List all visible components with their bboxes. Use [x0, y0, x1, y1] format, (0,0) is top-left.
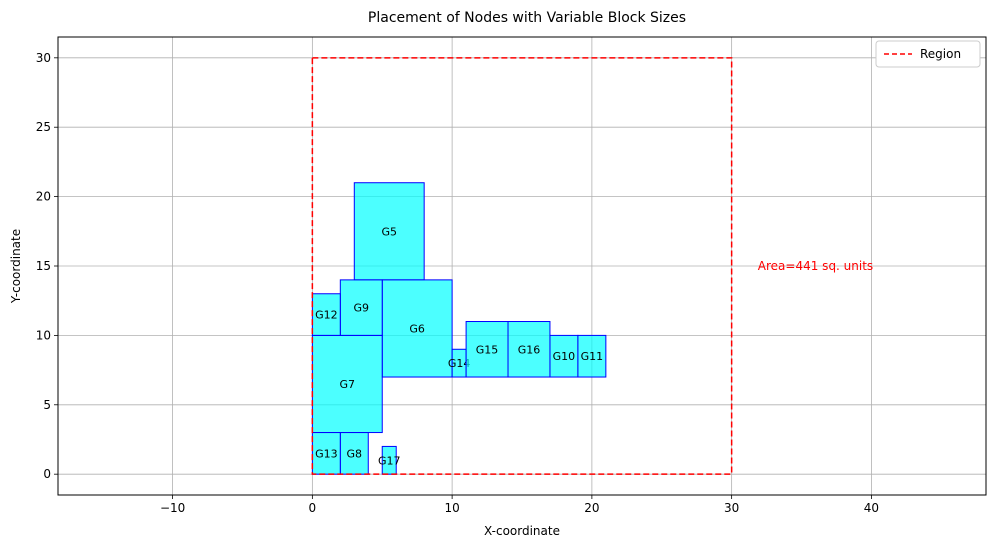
legend-region-label: Region [920, 47, 961, 61]
block-g17: G17 [378, 445, 401, 475]
block-g5: G5 [353, 182, 425, 281]
block-rect [353, 182, 425, 281]
block-label: G11 [581, 350, 604, 363]
block-rect [381, 445, 397, 475]
block-g16: G16 [507, 321, 551, 378]
block-label: G9 [354, 302, 370, 315]
y-axis-label: Y-coordinate [9, 229, 23, 304]
block-g6: G6 [381, 279, 453, 378]
block-label: G12 [315, 309, 338, 322]
y-tick-label: 15 [36, 259, 51, 273]
block-label: G8 [347, 447, 363, 460]
x-axis-label: X-coordinate [484, 524, 560, 538]
block-g14: G14 [448, 348, 471, 378]
region-layer [311, 57, 733, 475]
block-rect [507, 321, 551, 378]
y-tick-label: 10 [36, 328, 51, 342]
legend: Region [875, 40, 981, 68]
block-label: G15 [476, 343, 499, 356]
y-tick-label: 0 [43, 467, 51, 481]
block-label: G5 [381, 225, 397, 238]
block-g10: G10 [549, 334, 579, 378]
block-label: G17 [378, 454, 401, 467]
block-rect [311, 432, 341, 475]
block-label: G10 [553, 350, 576, 363]
block-rect [339, 279, 383, 336]
block-label: G13 [315, 447, 338, 460]
block-g7: G7 [311, 334, 383, 434]
chart-title: Placement of Nodes with Variable Block S… [368, 10, 686, 26]
region-boundary [311, 57, 733, 475]
block-label: G16 [518, 343, 541, 356]
block-g9: G9 [339, 279, 383, 336]
blocks: G5 G6 G7 G8 G9 G10 G11 G12 G13 G14 G15 G16 G17 [311, 182, 607, 475]
legend-box [875, 40, 981, 68]
area-annotation: Area=441 sq. units [758, 259, 873, 273]
block-rect [381, 279, 453, 378]
block-rect [577, 334, 607, 378]
block-rect [465, 321, 509, 378]
block-g11: G11 [577, 334, 607, 378]
x-tick-label: −10 [160, 501, 185, 515]
block-label: G14 [448, 357, 471, 370]
y-tick-label: 30 [36, 51, 51, 65]
block-g15: G15 [465, 321, 509, 378]
y-tick-label: 25 [36, 120, 51, 134]
x-tick-label: 0 [309, 501, 317, 515]
block-g13: G13 [311, 432, 341, 475]
x-tick-label: 10 [444, 501, 459, 515]
block-g8: G8 [339, 432, 369, 475]
x-tick-label: 30 [724, 501, 739, 515]
block-label: G7 [340, 378, 356, 391]
block-label: G6 [409, 322, 425, 335]
y-tick-label: 20 [36, 190, 51, 204]
ticks: −10 0 10 20 30 40 0 5 10 15 20 25 30 [36, 51, 879, 515]
y-tick-label: 5 [43, 398, 51, 412]
x-tick-label: 20 [584, 501, 599, 515]
block-g12: G12 [311, 293, 341, 336]
block-rect [549, 334, 579, 378]
block-rect [339, 432, 369, 475]
x-tick-label: 40 [864, 501, 879, 515]
